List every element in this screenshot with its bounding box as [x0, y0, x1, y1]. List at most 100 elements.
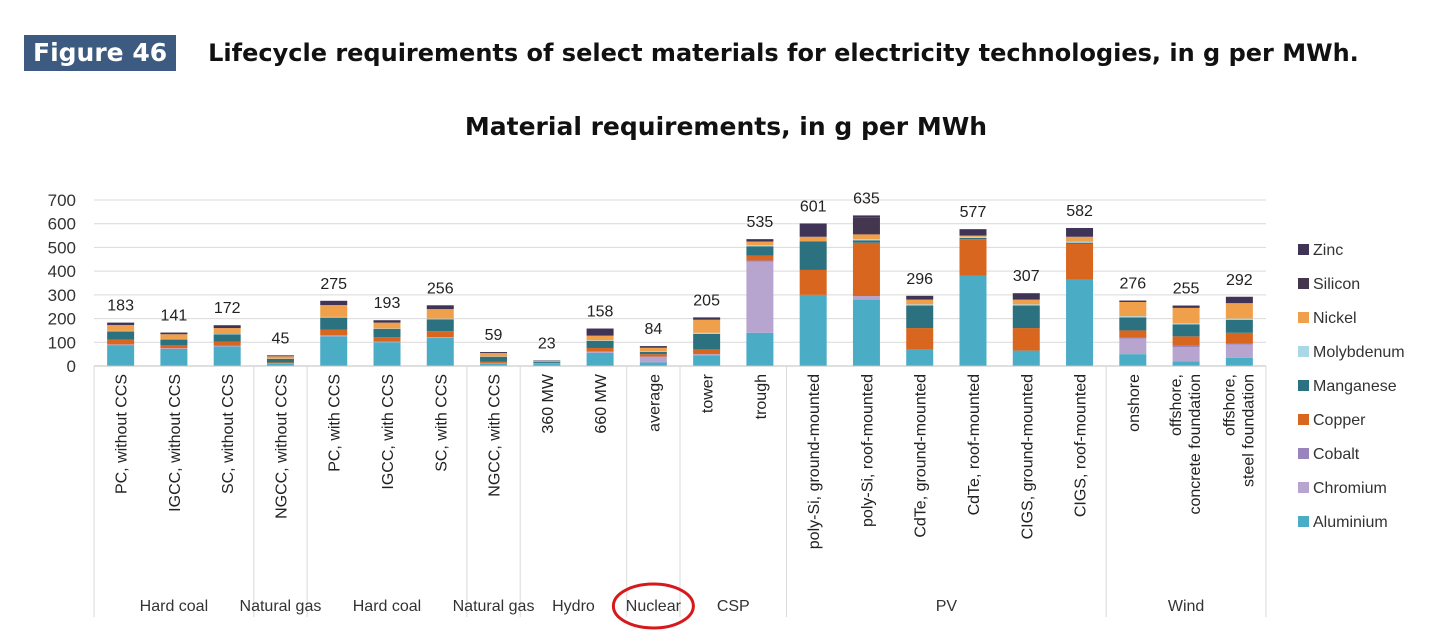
- y-tick-label: 600: [48, 215, 76, 234]
- bar-segment-manganese: [266, 358, 294, 363]
- figure-badge: Figure 46: [24, 35, 177, 71]
- bar-segment-nickel: [959, 235, 987, 237]
- legend-swatch: [1298, 448, 1309, 459]
- category-label: IGCC, without CCS: [167, 374, 184, 512]
- bar-segment-cobalt: [1172, 345, 1200, 348]
- category-label: NGCC, without CCS: [273, 374, 290, 519]
- bar-segment-zinc: [160, 332, 188, 335]
- bar-segment-copper: [1172, 336, 1200, 346]
- bar-segment-aluminium: [480, 363, 508, 366]
- group-label-natural-gas: Natural gas: [453, 598, 535, 615]
- bar-segment-nickel: [320, 305, 348, 317]
- legend-swatch: [1298, 346, 1309, 357]
- category-label: poly-Si, roof-mounted: [859, 374, 876, 527]
- bar-segment-manganese: [426, 319, 454, 332]
- total-label: 141: [161, 308, 188, 325]
- bar-segment-nickel: [906, 299, 934, 305]
- bar-segment-molybdenum: [1172, 323, 1200, 325]
- bar-segment-nickel: [373, 322, 401, 329]
- bar-stack-igcc-without-ccs: [160, 332, 188, 366]
- bar-stack-sc-without-ccs: [213, 325, 241, 366]
- bar-segment-molybdenum: [906, 304, 934, 306]
- bar-segment-chromium: [1225, 344, 1253, 358]
- legend[interactable]: Zinc Silicon Nickel Molybdenum Manganese Copp…: [1298, 242, 1405, 531]
- bar-segment-copper: [426, 331, 454, 338]
- bar-segment-molybdenum: [1225, 318, 1253, 320]
- bar-segment-copper: [1225, 332, 1253, 344]
- category-label: 660 MW: [593, 373, 610, 433]
- bar-segment-aluminium: [852, 299, 880, 366]
- legend-item-nickel[interactable]: Nickel: [1298, 310, 1357, 327]
- bar-stack-ngcc-with-ccs: [480, 352, 508, 366]
- category-label: CIGS, ground-mounted: [1019, 374, 1036, 539]
- legend-swatch: [1298, 414, 1309, 425]
- legend-item-manganese[interactable]: Manganese: [1298, 378, 1397, 395]
- bar-segment-zinc: [373, 320, 401, 323]
- y-tick-label: 300: [48, 286, 76, 305]
- bar-segment-copper: [852, 242, 880, 297]
- bar-segment-chromium: [586, 351, 614, 353]
- total-label: 45: [272, 330, 290, 347]
- bar-segment-aluminium: [799, 294, 827, 366]
- total-label: 582: [1066, 203, 1093, 220]
- bar-segment-copper: [693, 349, 721, 355]
- total-label: 158: [587, 304, 614, 321]
- group-label-nuclear: Nuclear: [626, 598, 682, 615]
- bar-segment-aluminium: [266, 363, 294, 366]
- bar-segment-copper: [213, 341, 241, 346]
- bar-segment-molybdenum: [746, 245, 774, 247]
- legend-swatch: [1298, 278, 1309, 289]
- total-label: 172: [214, 300, 241, 317]
- legend-item-copper[interactable]: Copper: [1298, 412, 1366, 429]
- bar-segment-molybdenum: [852, 239, 880, 241]
- bar-stack-pc-without-ccs: [107, 322, 135, 366]
- legend-item-silicon[interactable]: Silicon: [1298, 276, 1360, 293]
- bar-segment-cobalt: [746, 260, 774, 262]
- category-label: poly-Si, ground-mounted: [806, 374, 823, 549]
- legend-label: Nickel: [1313, 310, 1357, 327]
- bar-segment-molybdenum: [426, 318, 454, 320]
- category-label: tower: [700, 373, 717, 413]
- nuclear-highlight-ellipse: [611, 582, 695, 630]
- bar-segment-manganese: [852, 240, 880, 243]
- bar-segment-copper: [266, 362, 294, 364]
- bar-segment-manganese: [213, 334, 241, 342]
- bar-segment-aluminium: [1119, 354, 1147, 366]
- bar-segment-nickel: [266, 356, 294, 359]
- bar-segment-copper: [746, 255, 774, 261]
- bar-segment-manganese: [480, 356, 508, 362]
- bar-segment-zinc: [586, 328, 614, 336]
- bar-segment-manganese: [799, 241, 827, 270]
- bar-segment-nickel: [1012, 299, 1040, 305]
- bar-stack-onshore: [1119, 300, 1147, 366]
- bar-stack-average: [639, 346, 667, 366]
- legend-item-zinc[interactable]: Zinc: [1298, 242, 1343, 259]
- group-label-hard-coal: Hard coal: [353, 598, 421, 615]
- bar-segment-nickel: [1119, 301, 1147, 317]
- legend-swatch: [1298, 516, 1309, 527]
- bar-segment-zinc: [426, 305, 454, 310]
- legend-item-aluminium[interactable]: Aluminium: [1298, 514, 1388, 531]
- bar-segment-aluminium: [107, 345, 135, 366]
- bar-segment-aluminium: [320, 336, 348, 366]
- bar-segment-molybdenum: [1012, 304, 1040, 306]
- bar-segment-manganese: [107, 331, 135, 340]
- bar-segment-chromium: [693, 354, 721, 356]
- y-tick-label: 400: [48, 262, 76, 281]
- bar-segment-aluminium: [426, 338, 454, 366]
- total-label: 84: [644, 321, 662, 338]
- legend-label: Silicon: [1313, 276, 1360, 293]
- category-label: CIGS, roof-mounted: [1073, 374, 1090, 517]
- bar-segment-aluminium: [693, 355, 721, 366]
- total-label: 296: [906, 271, 933, 288]
- bar-segment-manganese: [693, 333, 721, 350]
- legend-item-cobalt[interactable]: Cobalt: [1298, 446, 1360, 463]
- chart-title: Material requirements, in g per MWh: [465, 112, 987, 141]
- legend-label: Chromium: [1313, 480, 1387, 497]
- bar-stack-660-mw: [586, 328, 614, 366]
- legend-item-molybdenum[interactable]: Molybdenum: [1298, 344, 1405, 361]
- bar-stack-cdte-roof-mounted: [959, 229, 987, 366]
- bar-segment-aluminium: [1172, 361, 1200, 366]
- legend-item-chromium[interactable]: Chromium: [1298, 480, 1387, 497]
- bar-segment-aluminium: [906, 349, 934, 366]
